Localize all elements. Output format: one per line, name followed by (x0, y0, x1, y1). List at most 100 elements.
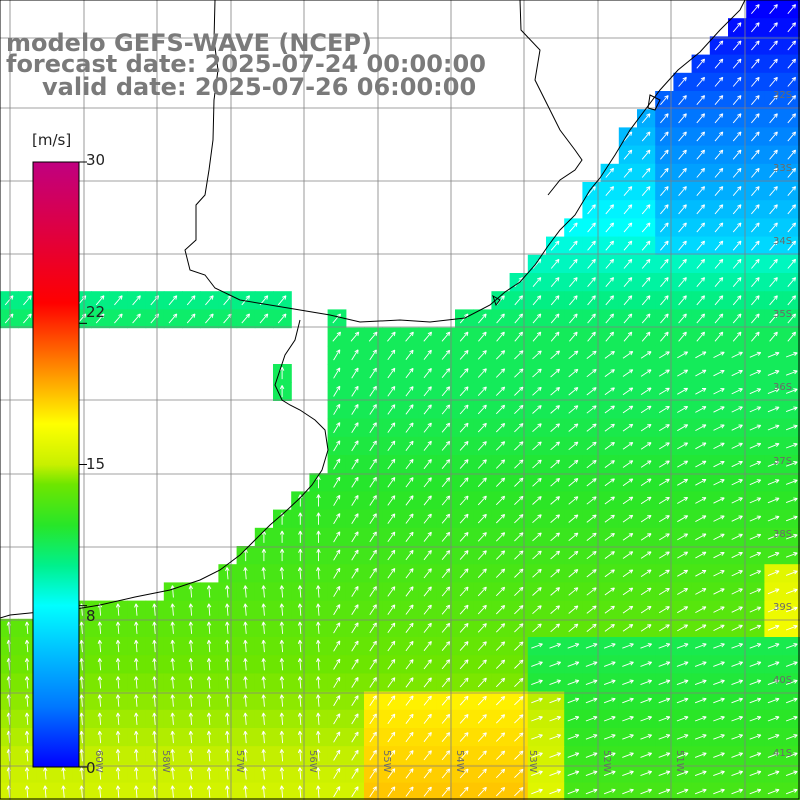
wind-arrow (694, 770, 707, 777)
wind-arrow (95, 295, 105, 306)
wind-arrow (585, 734, 598, 740)
wind-arrow (350, 331, 360, 342)
wind-arrow (333, 604, 341, 616)
wind-arrow (351, 458, 359, 470)
wind-arrow (769, 313, 778, 324)
wind-arrow (660, 222, 669, 233)
wind-arrow (767, 661, 780, 667)
wind-arrow (749, 533, 762, 540)
wind-arrow (767, 406, 780, 413)
wind-arrow (751, 222, 760, 233)
wind-arrow (549, 752, 562, 758)
wind-arrow (714, 240, 724, 251)
wind-arrow (641, 113, 651, 124)
wind-arrow (61, 767, 66, 780)
wind-arrow (677, 533, 689, 541)
wind-arrow (749, 351, 762, 358)
wind-arrow (658, 533, 670, 541)
wind-arrow (152, 621, 157, 634)
wind-arrow (785, 679, 798, 686)
wind-arrow (749, 643, 762, 649)
wind-arrow (586, 605, 597, 614)
colorbar-unit: [m/s] (32, 131, 72, 149)
wind-arrow (43, 785, 48, 798)
wind-arrow (532, 313, 542, 324)
wind-arrow (713, 788, 725, 795)
wind-arrow (731, 351, 743, 358)
wind-arrow (387, 750, 396, 761)
wind-arrow (677, 497, 689, 504)
wind-arrow (749, 552, 762, 558)
wind-arrow (459, 531, 469, 542)
wind-arrow (695, 569, 707, 577)
wind-arrow (477, 623, 487, 633)
wind-arrow (495, 659, 506, 669)
wind-arrow (333, 440, 341, 452)
wind-arrow (586, 587, 597, 596)
wind-arrow (333, 367, 341, 379)
wind-arrow (769, 95, 778, 105)
wind-arrow (205, 295, 214, 306)
wind-arrow (459, 386, 469, 397)
wind-arrow (333, 549, 341, 561)
wind-arrow (351, 586, 359, 597)
wind-arrow (134, 712, 139, 725)
wind-arrow (769, 295, 778, 306)
wind-arrow (749, 388, 762, 395)
wind-arrow (696, 295, 706, 306)
wind-arrow (660, 240, 669, 251)
wind-arrow (622, 770, 634, 777)
wind-arrow (261, 712, 266, 725)
wind-arrow (441, 422, 451, 433)
wind-arrow (369, 495, 377, 506)
wind-arrow (749, 661, 762, 667)
wind-arrow (550, 350, 561, 360)
coastline (0, 0, 746, 619)
wind-arrow (787, 131, 797, 142)
wind-arrow (767, 679, 780, 686)
wind-arrow (405, 586, 414, 597)
wind-arrow (749, 406, 762, 413)
wind-arrow (279, 603, 285, 616)
wind-arrow (713, 624, 725, 632)
wind-arrow (767, 788, 780, 795)
wind-arrow (279, 585, 285, 598)
wind-arrow (749, 697, 762, 704)
wind-arrow (785, 388, 798, 394)
wind-arrow (369, 604, 377, 615)
wind-arrow (369, 677, 377, 688)
wind-arrow (477, 659, 487, 670)
wind-arrow (477, 404, 487, 415)
wind-arrow (714, 313, 724, 324)
wind-arrow (423, 422, 432, 433)
wind-arrow (622, 496, 634, 505)
wind-arrow (622, 788, 634, 795)
wind-arrow (186, 295, 196, 306)
wind-arrow (767, 388, 780, 395)
wind-arrow (206, 676, 212, 689)
wind-arrow (640, 405, 652, 414)
wind-arrow (787, 95, 797, 105)
wind-arrow (369, 531, 377, 543)
wind-arrow (785, 552, 798, 558)
wind-arrow (423, 750, 432, 761)
wind-arrow (297, 639, 303, 653)
wind-arrow (387, 731, 396, 743)
wind-arrow (333, 731, 341, 743)
wind-arrow (677, 588, 689, 595)
wind-arrow (531, 697, 543, 704)
wind-arrow (676, 643, 689, 649)
wind-arrow (261, 676, 266, 689)
wind-arrow (622, 351, 634, 359)
wind-arrow (423, 404, 432, 415)
wind-arrow (640, 423, 652, 432)
wind-arrow (115, 785, 121, 798)
wind-arrow (225, 603, 230, 616)
wind-arrow (261, 694, 266, 707)
wind-arrow (732, 22, 742, 33)
wind-arrow (351, 422, 359, 434)
wind-arrow (714, 113, 724, 124)
wind-arrow (660, 113, 669, 124)
wind-arrow (713, 515, 725, 522)
wind-arrow (550, 313, 560, 324)
